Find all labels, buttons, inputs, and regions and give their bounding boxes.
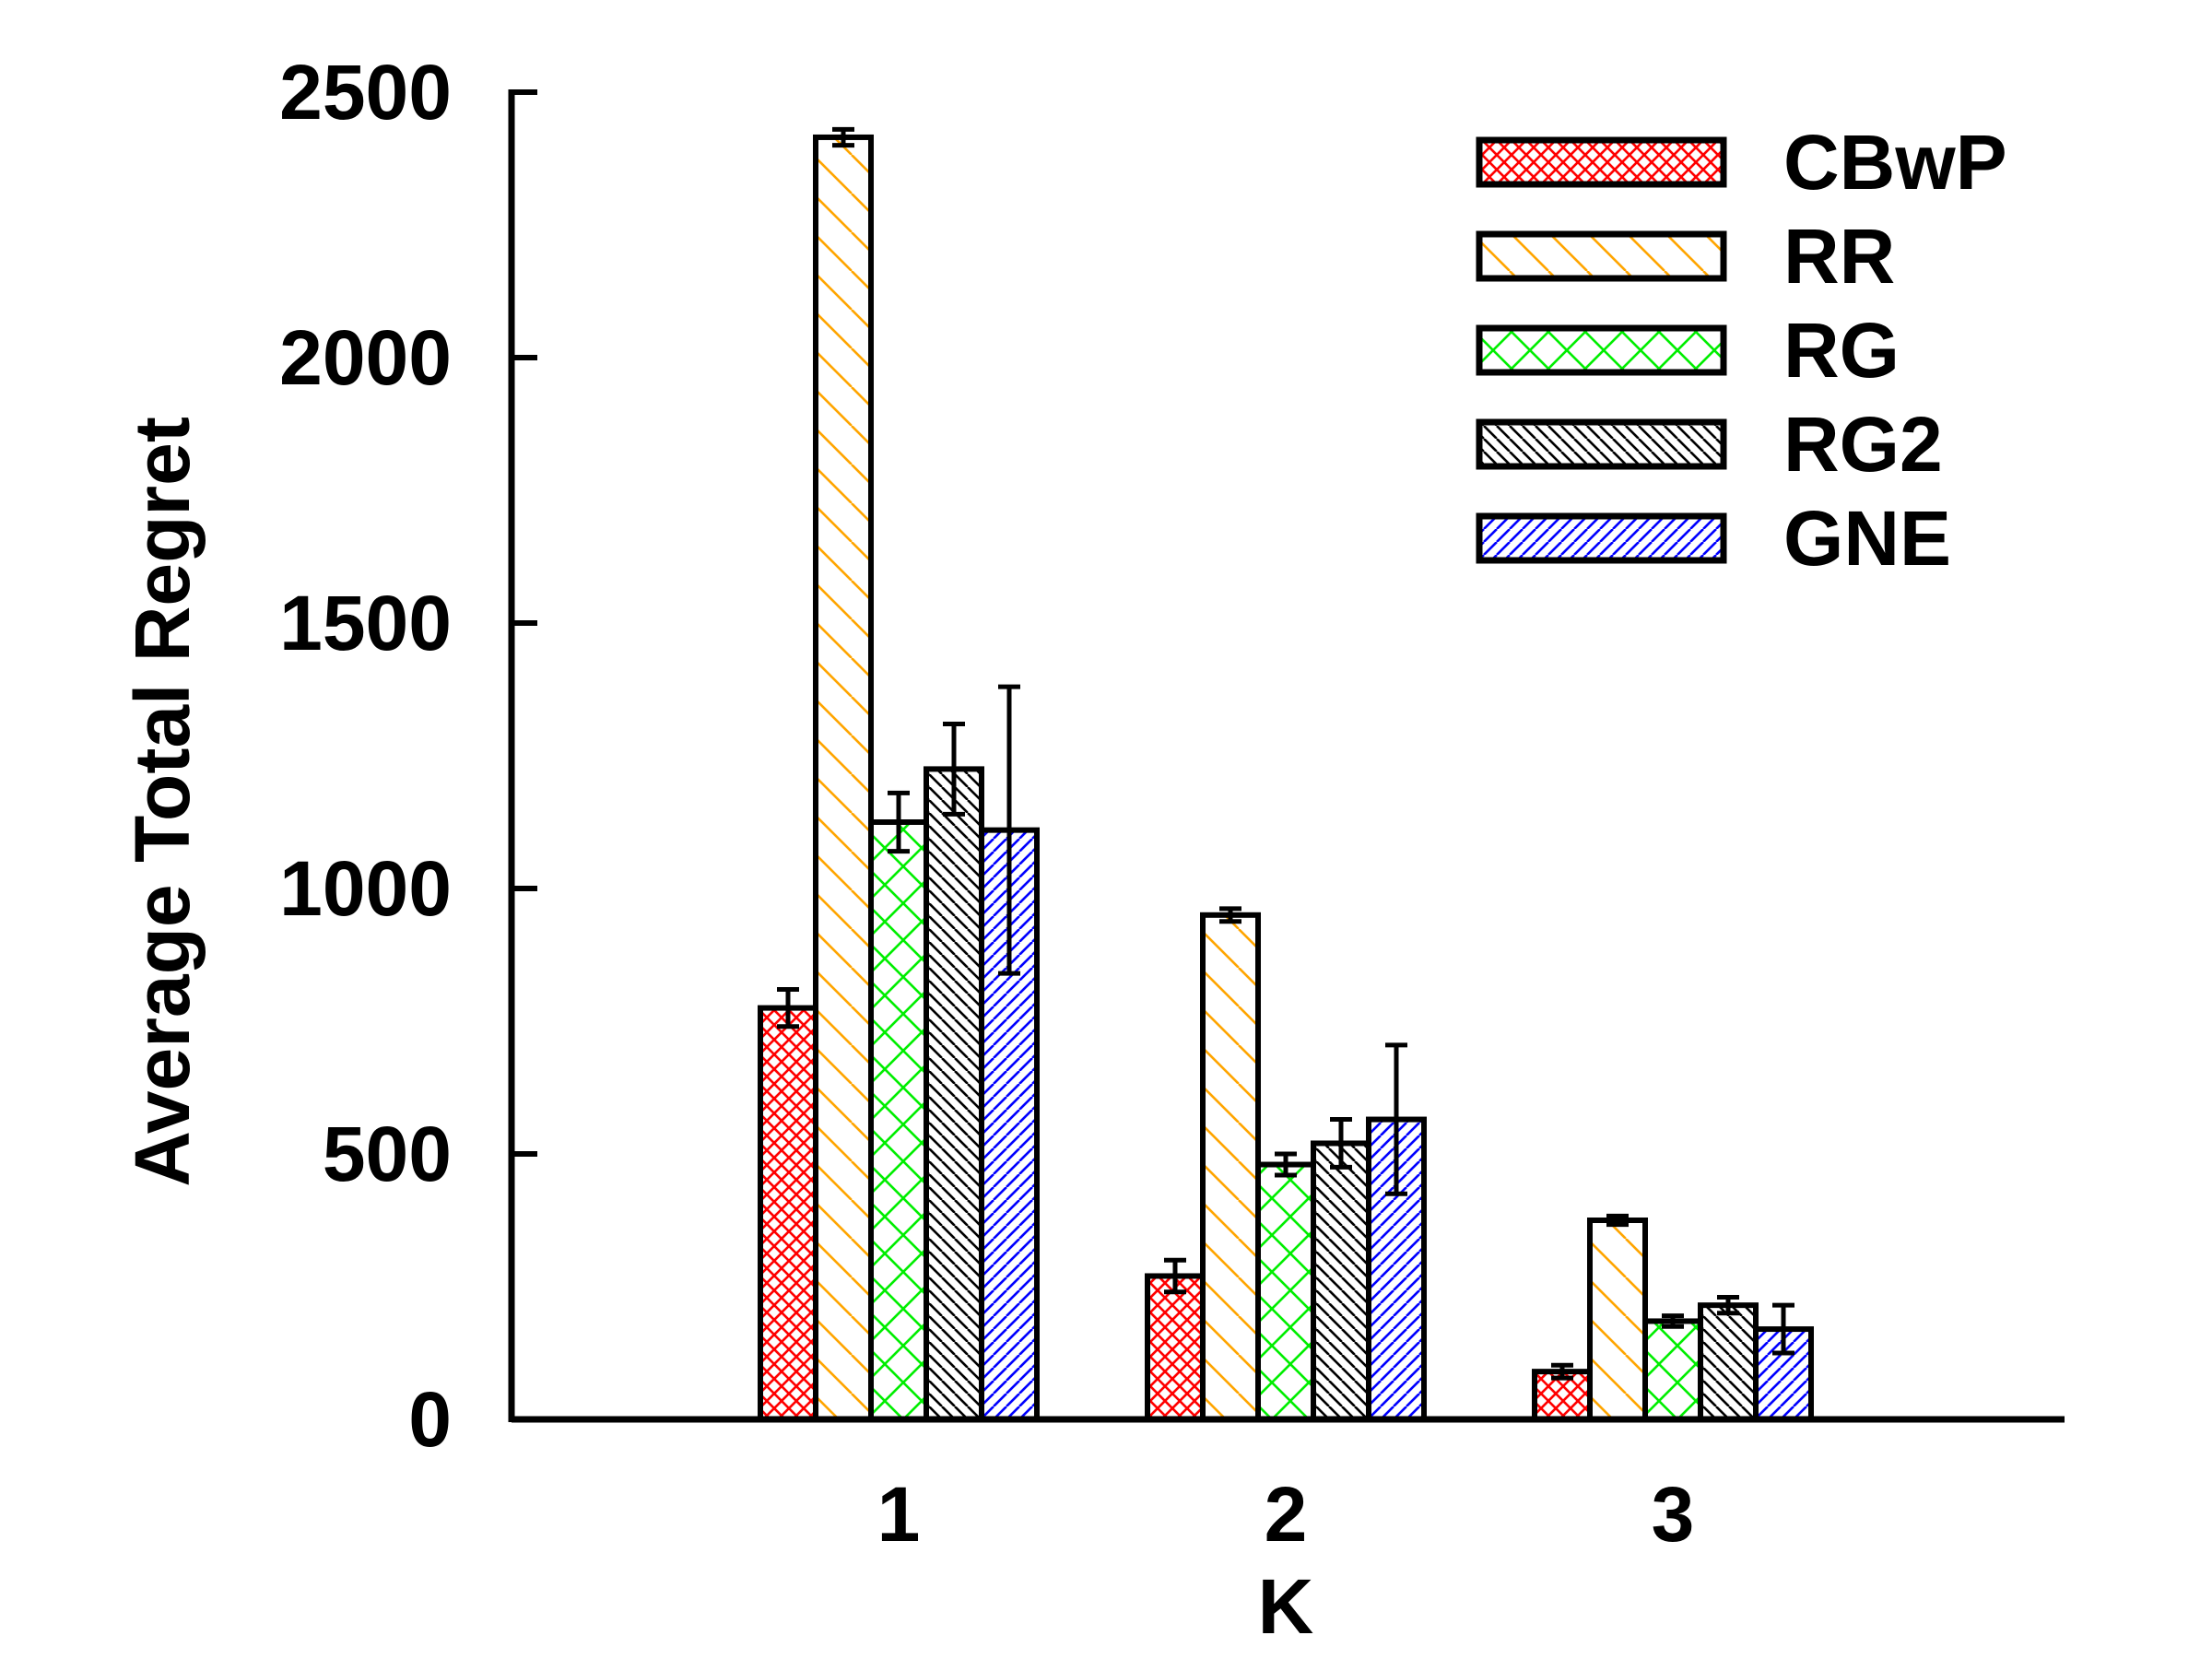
y-tick-label-500: 500 [323, 1111, 452, 1197]
bar-cbwp-k2 [1145, 1273, 1206, 1422]
error-bar-rg-k2 [1275, 1151, 1297, 1178]
y-axis-label: Average Total Regret [119, 417, 206, 1187]
legend-item-rg2: RG2 [1476, 401, 1943, 488]
error-bar-rg-k3 [1662, 1313, 1684, 1329]
bar-rg2-k1 [924, 766, 984, 1422]
legend-swatch-cbwp [1476, 136, 1727, 188]
legend-swatch-rg2 [1476, 418, 1727, 470]
y-tick-label-0: 0 [408, 1376, 452, 1463]
y-tick-label-2000: 2000 [279, 314, 452, 401]
error-bar-rg2-k2 [1330, 1117, 1352, 1170]
legend-label-rg2: RG2 [1783, 401, 1943, 488]
x-tick-label-2: 2 [1265, 1471, 1308, 1558]
legend-label-cbwp: CBwP [1783, 119, 2007, 206]
legend-swatch-rr [1476, 230, 1727, 282]
x-tick-label-3: 3 [1652, 1471, 1695, 1558]
bar-rr-k3 [1587, 1218, 1648, 1422]
error-bar-cbwp-k1 [777, 986, 799, 1030]
legend-label-rr: RR [1783, 213, 1895, 300]
bars-layer [758, 126, 1814, 1423]
bar-rr-k2 [1200, 912, 1261, 1422]
bar-rg2-k3 [1698, 1302, 1759, 1423]
error-bar-gne-k2 [1385, 1042, 1407, 1196]
legend-label-gne: GNE [1783, 495, 1951, 582]
y-tick-label-1500: 1500 [279, 580, 452, 666]
legend-swatch-rg [1476, 324, 1727, 376]
error-bar-rg2-k1 [943, 721, 965, 817]
bar-rr-k1 [813, 134, 874, 1423]
error-bar-rr-k3 [1606, 1213, 1629, 1228]
error-bar-gne-k3 [1772, 1302, 1794, 1356]
y-tick-label-1000: 1000 [279, 845, 452, 932]
error-bar-cbwp-k3 [1551, 1362, 1573, 1381]
x-tick-label-1: 1 [877, 1471, 921, 1558]
x-axis-label: K [1258, 1563, 1314, 1650]
legend-label-rg: RG [1783, 307, 1900, 394]
bar-cbwp-k1 [758, 1005, 818, 1422]
y-tick-label-2500: 2500 [279, 49, 452, 135]
error-bar-rr-k2 [1219, 906, 1241, 924]
bar-rg2-k2 [1311, 1140, 1371, 1422]
error-bar-rr-k1 [832, 126, 854, 148]
axes-layer: 0 500 1000 1500 2000 2500 1 2 3 [279, 49, 2065, 1558]
error-bar-rg-k1 [888, 790, 910, 854]
bar-rg-k3 [1642, 1318, 1703, 1422]
bar-rg-k2 [1255, 1161, 1316, 1423]
legend-item-rr: RR [1476, 213, 1895, 300]
error-bar-gne-k1 [998, 684, 1020, 976]
legend-item-rg: RG [1476, 307, 1900, 394]
legend-swatch-gne [1476, 512, 1727, 564]
error-bar-cbwp-k2 [1164, 1257, 1186, 1295]
bar-rg-k1 [868, 819, 929, 1422]
legend-item-gne: GNE [1476, 495, 1951, 582]
legend-item-cbwp: CBwP [1476, 119, 2007, 206]
error-bar-rg2-k3 [1717, 1295, 1739, 1316]
